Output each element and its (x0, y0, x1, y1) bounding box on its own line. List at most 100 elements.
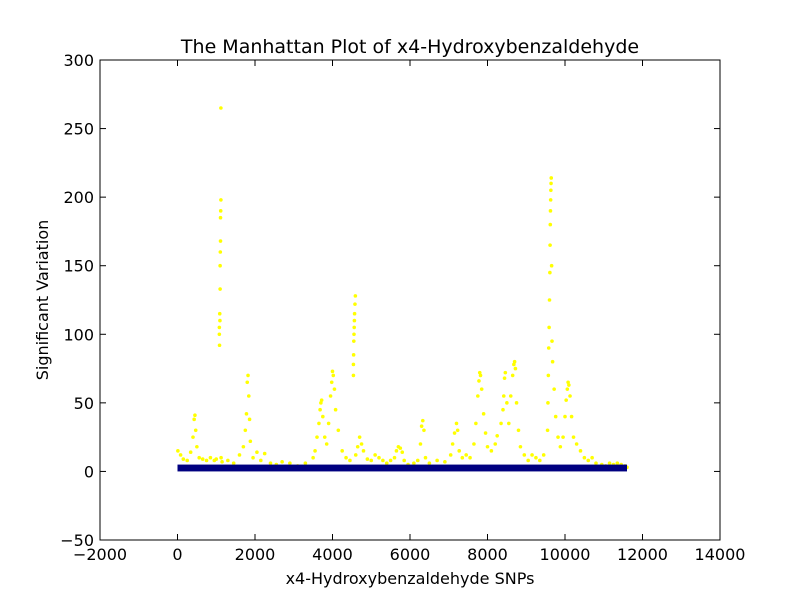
data-point (546, 373, 551, 378)
data-point (578, 449, 583, 453)
data-point (288, 461, 292, 466)
data-point (351, 353, 356, 357)
data-point (217, 325, 222, 330)
data-point (422, 428, 426, 433)
x-tick-label: 6000 (390, 545, 431, 564)
data-point (412, 461, 416, 466)
data-point (268, 461, 273, 466)
data-point (495, 433, 499, 438)
data-point (333, 407, 338, 412)
data-point (564, 398, 568, 402)
data-point (427, 461, 432, 466)
data-point (178, 453, 183, 457)
data-point (563, 414, 567, 419)
data-point (402, 458, 406, 463)
data-point (394, 449, 399, 453)
data-point (219, 455, 223, 460)
data-point (507, 421, 511, 426)
y-tick-label: 50 (74, 394, 94, 413)
y-tick-label: −50 (60, 531, 94, 550)
data-point (485, 444, 490, 449)
data-point (251, 455, 255, 460)
data-point (185, 458, 189, 463)
data-point (548, 222, 553, 227)
data-point (548, 270, 552, 275)
data-point (329, 380, 334, 385)
data-point (435, 458, 439, 463)
data-point (460, 455, 465, 460)
data-point (241, 444, 246, 449)
data-point (420, 418, 425, 423)
data-point (567, 383, 571, 387)
data-point (472, 442, 476, 446)
data-point (452, 431, 457, 435)
data-point (237, 453, 242, 457)
data-point (549, 188, 553, 193)
data-point (615, 461, 620, 466)
data-point (400, 450, 405, 455)
data-point (355, 444, 360, 449)
data-point (493, 442, 498, 446)
data-point (192, 417, 196, 422)
data-point (423, 455, 428, 460)
y-tick-label: 100 (63, 325, 94, 344)
x-tick-label: 8000 (467, 545, 508, 564)
data-point (558, 444, 563, 449)
data-point (208, 455, 213, 460)
data-point (516, 428, 521, 433)
data-point (226, 458, 230, 463)
data-point (317, 421, 321, 426)
data-point (513, 366, 518, 371)
data-point (262, 451, 267, 456)
data-point (319, 401, 323, 405)
x-tick-label: 10000 (540, 545, 591, 564)
data-point (450, 442, 455, 446)
data-point (217, 343, 222, 348)
y-tick-label: 200 (63, 188, 94, 207)
data-point (311, 455, 315, 460)
data-point (574, 442, 579, 446)
data-point (217, 332, 222, 337)
data-point (501, 394, 506, 398)
data-point (546, 401, 550, 405)
data-point (218, 239, 223, 243)
data-point (324, 442, 329, 446)
data-point (353, 302, 357, 306)
data-point (548, 243, 552, 247)
x-tick-label: 2000 (235, 545, 276, 564)
data-point (352, 318, 357, 323)
data-point (352, 311, 357, 316)
data-point (568, 394, 572, 398)
data-point (419, 424, 424, 428)
data-point (586, 458, 591, 463)
data-point (561, 435, 565, 439)
data-point (218, 215, 223, 220)
data-point (318, 407, 322, 412)
data-point (195, 444, 199, 449)
data-point (361, 449, 366, 453)
data-point (489, 449, 494, 453)
data-point (512, 362, 516, 367)
data-point (388, 458, 393, 463)
data-point (398, 446, 403, 450)
data-point (607, 461, 612, 466)
data-layer (176, 106, 629, 472)
data-point (477, 379, 481, 383)
data-point (590, 455, 594, 460)
data-point (454, 421, 459, 426)
data-point (204, 458, 209, 463)
data-point (457, 449, 462, 453)
x-tick-label: 0 (172, 545, 182, 564)
data-point (255, 450, 259, 455)
data-point (353, 453, 358, 457)
data-point (594, 461, 598, 466)
data-point (218, 209, 223, 213)
data-point (499, 421, 503, 426)
data-point (246, 373, 250, 378)
chart-title: The Manhattan Plot of x4-Hydroxybenzalde… (180, 36, 639, 58)
y-axis-label: Significant Variation (33, 220, 52, 381)
data-point (332, 387, 337, 391)
data-point (244, 412, 249, 416)
data-point (505, 401, 509, 405)
data-point (514, 401, 519, 405)
